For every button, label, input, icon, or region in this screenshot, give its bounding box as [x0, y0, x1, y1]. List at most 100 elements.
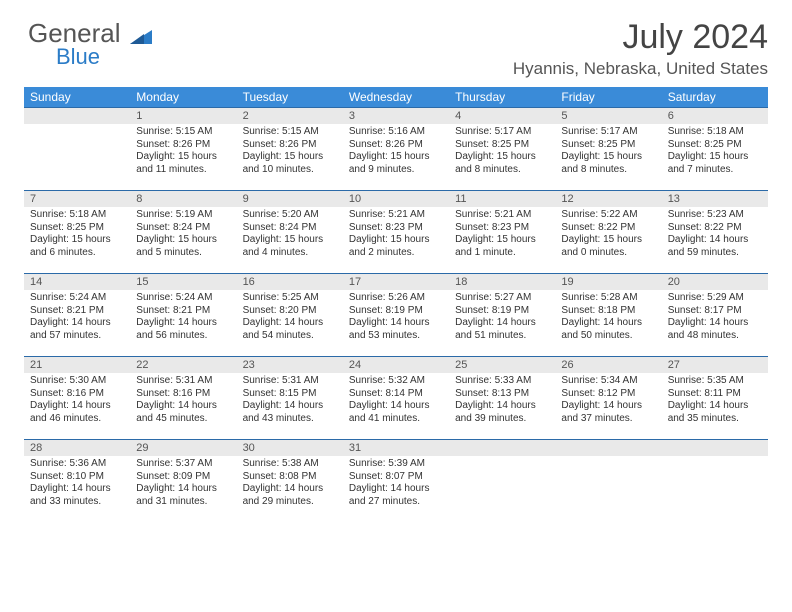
brand-logo: General Blue: [28, 20, 152, 70]
calendar-day-cell: 6Sunrise: 5:18 AMSunset: 8:25 PMDaylight…: [662, 108, 768, 191]
day-number: 16: [237, 274, 343, 290]
day-details: Sunrise: 5:29 AMSunset: 8:17 PMDaylight:…: [662, 290, 768, 346]
day-number: 29: [130, 440, 236, 456]
day-details: Sunrise: 5:36 AMSunset: 8:10 PMDaylight:…: [24, 456, 130, 512]
day-number: 21: [24, 357, 130, 373]
day-details: Sunrise: 5:19 AMSunset: 8:24 PMDaylight:…: [130, 207, 236, 263]
calendar-day-cell: 18Sunrise: 5:27 AMSunset: 8:19 PMDayligh…: [449, 274, 555, 357]
day-details: Sunrise: 5:15 AMSunset: 8:26 PMDaylight:…: [130, 124, 236, 180]
day-details: Sunrise: 5:38 AMSunset: 8:08 PMDaylight:…: [237, 456, 343, 512]
brand-word1-line: General: [28, 20, 152, 48]
day-number: 30: [237, 440, 343, 456]
brand-word1: General: [28, 18, 121, 48]
day-number: 6: [662, 108, 768, 124]
calendar-empty-cell: [24, 108, 130, 191]
day-details: Sunrise: 5:30 AMSunset: 8:16 PMDaylight:…: [24, 373, 130, 429]
day-details: Sunrise: 5:35 AMSunset: 8:11 PMDaylight:…: [662, 373, 768, 429]
day-number: 11: [449, 191, 555, 207]
calendar-header-row: SundayMondayTuesdayWednesdayThursdayFrid…: [24, 87, 768, 108]
day-details: Sunrise: 5:16 AMSunset: 8:26 PMDaylight:…: [343, 124, 449, 180]
weekday-header: Wednesday: [343, 87, 449, 108]
day-number: 15: [130, 274, 236, 290]
calendar-day-cell: 30Sunrise: 5:38 AMSunset: 8:08 PMDayligh…: [237, 440, 343, 523]
day-details: Sunrise: 5:21 AMSunset: 8:23 PMDaylight:…: [343, 207, 449, 263]
day-number: 17: [343, 274, 449, 290]
day-details: Sunrise: 5:32 AMSunset: 8:14 PMDaylight:…: [343, 373, 449, 429]
day-number: 1: [130, 108, 236, 124]
day-details: Sunrise: 5:28 AMSunset: 8:18 PMDaylight:…: [555, 290, 661, 346]
brand-triangle-icon: [130, 22, 152, 48]
weekday-header: Monday: [130, 87, 236, 108]
day-details: Sunrise: 5:37 AMSunset: 8:09 PMDaylight:…: [130, 456, 236, 512]
day-number: 14: [24, 274, 130, 290]
calendar-day-cell: 20Sunrise: 5:29 AMSunset: 8:17 PMDayligh…: [662, 274, 768, 357]
day-number: 12: [555, 191, 661, 207]
calendar-day-cell: 11Sunrise: 5:21 AMSunset: 8:23 PMDayligh…: [449, 191, 555, 274]
day-details: Sunrise: 5:15 AMSunset: 8:26 PMDaylight:…: [237, 124, 343, 180]
day-number: 25: [449, 357, 555, 373]
calendar-day-cell: 23Sunrise: 5:31 AMSunset: 8:15 PMDayligh…: [237, 357, 343, 440]
day-details: Sunrise: 5:18 AMSunset: 8:25 PMDaylight:…: [24, 207, 130, 263]
calendar-day-cell: 27Sunrise: 5:35 AMSunset: 8:11 PMDayligh…: [662, 357, 768, 440]
calendar-day-cell: 21Sunrise: 5:30 AMSunset: 8:16 PMDayligh…: [24, 357, 130, 440]
day-number: 9: [237, 191, 343, 207]
calendar-week-row: 28Sunrise: 5:36 AMSunset: 8:10 PMDayligh…: [24, 440, 768, 523]
weekday-header: Tuesday: [237, 87, 343, 108]
calendar-empty-cell: [449, 440, 555, 523]
calendar-day-cell: 17Sunrise: 5:26 AMSunset: 8:19 PMDayligh…: [343, 274, 449, 357]
day-number: 3: [343, 108, 449, 124]
day-details: Sunrise: 5:21 AMSunset: 8:23 PMDaylight:…: [449, 207, 555, 263]
day-details: Sunrise: 5:22 AMSunset: 8:22 PMDaylight:…: [555, 207, 661, 263]
day-details: Sunrise: 5:25 AMSunset: 8:20 PMDaylight:…: [237, 290, 343, 346]
day-details: Sunrise: 5:26 AMSunset: 8:19 PMDaylight:…: [343, 290, 449, 346]
calendar-week-row: 7Sunrise: 5:18 AMSunset: 8:25 PMDaylight…: [24, 191, 768, 274]
day-details: Sunrise: 5:17 AMSunset: 8:25 PMDaylight:…: [555, 124, 661, 180]
calendar-day-cell: 22Sunrise: 5:31 AMSunset: 8:16 PMDayligh…: [130, 357, 236, 440]
calendar-week-row: 21Sunrise: 5:30 AMSunset: 8:16 PMDayligh…: [24, 357, 768, 440]
day-number: 31: [343, 440, 449, 456]
weekday-header: Saturday: [662, 87, 768, 108]
weekday-header: Sunday: [24, 87, 130, 108]
calendar-empty-cell: [555, 440, 661, 523]
calendar-week-row: 1Sunrise: 5:15 AMSunset: 8:26 PMDaylight…: [24, 108, 768, 191]
calendar-day-cell: 9Sunrise: 5:20 AMSunset: 8:24 PMDaylight…: [237, 191, 343, 274]
day-number: 24: [343, 357, 449, 373]
day-details: Sunrise: 5:24 AMSunset: 8:21 PMDaylight:…: [24, 290, 130, 346]
calendar-day-cell: 24Sunrise: 5:32 AMSunset: 8:14 PMDayligh…: [343, 357, 449, 440]
calendar-day-cell: 12Sunrise: 5:22 AMSunset: 8:22 PMDayligh…: [555, 191, 661, 274]
day-details: Sunrise: 5:39 AMSunset: 8:07 PMDaylight:…: [343, 456, 449, 512]
day-details: Sunrise: 5:27 AMSunset: 8:19 PMDaylight:…: [449, 290, 555, 346]
day-details: Sunrise: 5:24 AMSunset: 8:21 PMDaylight:…: [130, 290, 236, 346]
day-details: Sunrise: 5:17 AMSunset: 8:25 PMDaylight:…: [449, 124, 555, 180]
calendar-day-cell: 31Sunrise: 5:39 AMSunset: 8:07 PMDayligh…: [343, 440, 449, 523]
calendar-week-row: 14Sunrise: 5:24 AMSunset: 8:21 PMDayligh…: [24, 274, 768, 357]
day-number: 10: [343, 191, 449, 207]
calendar-day-cell: 13Sunrise: 5:23 AMSunset: 8:22 PMDayligh…: [662, 191, 768, 274]
calendar-day-cell: 4Sunrise: 5:17 AMSunset: 8:25 PMDaylight…: [449, 108, 555, 191]
calendar-day-cell: 29Sunrise: 5:37 AMSunset: 8:09 PMDayligh…: [130, 440, 236, 523]
day-details: Sunrise: 5:33 AMSunset: 8:13 PMDaylight:…: [449, 373, 555, 429]
calendar-page: General Blue July 2024 Hyannis, Nebraska…: [0, 0, 792, 540]
calendar-day-cell: 19Sunrise: 5:28 AMSunset: 8:18 PMDayligh…: [555, 274, 661, 357]
day-number: 22: [130, 357, 236, 373]
calendar-day-cell: 28Sunrise: 5:36 AMSunset: 8:10 PMDayligh…: [24, 440, 130, 523]
weekday-header: Friday: [555, 87, 661, 108]
day-details: Sunrise: 5:20 AMSunset: 8:24 PMDaylight:…: [237, 207, 343, 263]
day-number: 2: [237, 108, 343, 124]
calendar-table: SundayMondayTuesdayWednesdayThursdayFrid…: [24, 87, 768, 522]
calendar-day-cell: 26Sunrise: 5:34 AMSunset: 8:12 PMDayligh…: [555, 357, 661, 440]
calendar-empty-cell: [662, 440, 768, 523]
day-details: Sunrise: 5:23 AMSunset: 8:22 PMDaylight:…: [662, 207, 768, 263]
calendar-day-cell: 2Sunrise: 5:15 AMSunset: 8:26 PMDaylight…: [237, 108, 343, 191]
calendar-day-cell: 1Sunrise: 5:15 AMSunset: 8:26 PMDaylight…: [130, 108, 236, 191]
day-number: 28: [24, 440, 130, 456]
day-details: Sunrise: 5:18 AMSunset: 8:25 PMDaylight:…: [662, 124, 768, 180]
calendar-day-cell: 7Sunrise: 5:18 AMSunset: 8:25 PMDaylight…: [24, 191, 130, 274]
day-number: 27: [662, 357, 768, 373]
day-number: 18: [449, 274, 555, 290]
day-number: 23: [237, 357, 343, 373]
calendar-day-cell: 8Sunrise: 5:19 AMSunset: 8:24 PMDaylight…: [130, 191, 236, 274]
day-number: 4: [449, 108, 555, 124]
calendar-day-cell: 25Sunrise: 5:33 AMSunset: 8:13 PMDayligh…: [449, 357, 555, 440]
day-details: Sunrise: 5:31 AMSunset: 8:16 PMDaylight:…: [130, 373, 236, 429]
